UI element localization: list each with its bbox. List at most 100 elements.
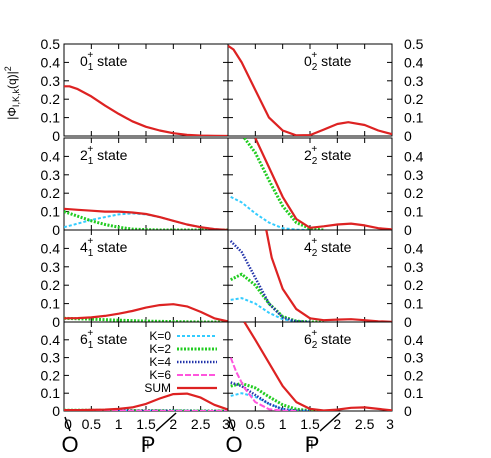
y-tick-label-right: 0.4 (404, 54, 424, 70)
series-sum (254, 138, 392, 230)
panel-0-2: 0 0.1 0.2 0.3 0.4 0.5 02+ state (227, 36, 424, 144)
x-tick-label-right: 1 (279, 416, 287, 432)
panel-0-1: 0 0.1 0.2 0.3 0.4 0.5 01+ state (41, 36, 229, 144)
panel-state-label: 62+ state (304, 328, 352, 351)
series-k2 (243, 138, 324, 230)
marker-p-left: P (141, 432, 156, 457)
legend-label: SUM (144, 381, 171, 395)
y-tick-label-left: 0 (52, 403, 60, 419)
x-tick-label-left: 2.5 (191, 416, 211, 432)
y-tick-label-left: 0 (52, 222, 60, 238)
panel-4-1: 0 0.1 0.2 0.3 0.4 41+ state (41, 229, 229, 330)
y-tick-label-right: 0.3 (404, 350, 424, 366)
series-sum (243, 322, 392, 411)
x-axis-label-right: q (307, 437, 313, 449)
y-tick-label-left: 0.1 (41, 110, 61, 126)
y-tick-label-right: 0.4 (404, 148, 424, 164)
marker-p-arrow (155, 412, 177, 432)
y-tick-label-left: 0.1 (41, 296, 61, 312)
x-axis-label-left: q (143, 437, 149, 449)
series-sum (64, 207, 228, 230)
y-tick-label-right: 0.1 (404, 204, 424, 220)
y-tick-label-left: 0.2 (41, 91, 61, 107)
svg-text:|ΦI,K,k(q)|2: |ΦI,K,k(q)|2 (3, 66, 21, 120)
series-sum (64, 85, 228, 136)
series-sum (64, 392, 228, 411)
series-k4 (229, 240, 311, 322)
y-tick-label-left: 0.1 (41, 204, 61, 220)
y-tick-label-left: 0.3 (41, 73, 61, 89)
panel-state-label: 21+ state (80, 144, 128, 167)
y-tick-label-left: 0 (52, 314, 60, 330)
series-k2 (230, 272, 324, 322)
y-tick-label-right: 0 (404, 222, 412, 238)
y-tick-label-left: 0.3 (41, 167, 61, 183)
y-tick-label-left: 0.2 (41, 277, 61, 293)
y-tick-label-right: 0 (404, 128, 412, 144)
y-tick-label-left: 0.2 (41, 367, 61, 383)
marker-o-arrow (64, 416, 71, 432)
y-axis-label-sub: I,K,k (11, 89, 21, 108)
y-tick-label-right: 0.3 (404, 259, 424, 275)
panel-state-label: 61+ state (80, 328, 128, 351)
series-k0 (230, 392, 311, 411)
x-tick-label-left: 3 (222, 416, 230, 432)
x-tick-label-left: 1 (115, 416, 123, 432)
legend-label: K=2 (149, 342, 171, 356)
y-axis-label-main: |Φ (5, 107, 19, 120)
y-axis-label-sup: 2 (3, 66, 13, 71)
y-tick-label-right: 0 (404, 403, 412, 419)
legend-label: K=0 (149, 329, 171, 343)
y-tick-label-right: 0.1 (404, 110, 424, 126)
y-tick-label-left: 0.1 (41, 385, 61, 401)
panel-2-2: 0 0.1 0.2 0.3 0.4 22+ state (227, 137, 424, 238)
panel-4-2: 0 0.1 0.2 0.3 0.4 42+ state (227, 229, 424, 330)
y-tick-label-right: 0 (404, 314, 412, 330)
y-tick-label-left: 0.4 (41, 240, 61, 256)
series-k6 (229, 357, 297, 411)
marker-o-right: O (225, 432, 242, 457)
panel-2-1: 0 0.1 0.2 0.3 0.4 21+ state (41, 137, 229, 238)
x-tick-label-left: 2 (169, 416, 177, 432)
series-sum (64, 303, 228, 322)
legend-label: K=6 (149, 368, 171, 382)
y-tick-label-right: 0.2 (404, 277, 424, 293)
series-sum (265, 230, 392, 322)
series-k0 (230, 196, 311, 230)
legend-label: K=4 (149, 355, 171, 369)
y-tick-label-right: 0.3 (404, 167, 424, 183)
panel-6-2: 0 0.1 0.20.3 0.4 62+ state (227, 321, 424, 419)
y-tick-label-left: 0 (52, 128, 60, 144)
y-tick-label-left: 0.3 (41, 259, 61, 275)
y-tick-label-left: 0.4 (41, 148, 61, 164)
panel-state-label: 01+ state (80, 50, 128, 73)
y-tick-label-left: 0.3 (41, 350, 61, 366)
y-axis-label-paren: (q)| (5, 71, 19, 89)
y-tick-label-right: 0.1 (404, 385, 424, 401)
x-tick-label-right: 2 (333, 416, 341, 432)
marker-o-arrow (228, 416, 235, 432)
x-tick-label-right: 3 (386, 416, 394, 432)
series-k2 (64, 316, 228, 322)
y-tick-label-right: 0.2 (404, 185, 424, 201)
x-tick-label-right: 0.5 (246, 416, 266, 432)
panel-state-label: 42+ state (304, 236, 352, 259)
y-tick-label-right: 0.2 (404, 367, 424, 383)
panel-6-1: 0 0.1 0.20.3 0.4 61+ state (41, 321, 229, 419)
x-tick-label-left: 0.5 (82, 416, 102, 432)
y-tick-label-right: 0.4 (404, 332, 424, 348)
y-tick-label-left: 0.2 (41, 185, 61, 201)
y-tick-label-right: 0.5 (404, 36, 424, 52)
x-tick-label-left: 1.5 (136, 416, 156, 432)
y-tick-label-right: 0.3 (404, 73, 424, 89)
panel-state-label: 02+ state (304, 50, 352, 73)
series-k2 (230, 381, 324, 411)
y-axis-label: |ΦI,K,k(q)|2 (3, 66, 21, 120)
marker-p-right: P (305, 432, 320, 457)
y-tick-label-left: 0.4 (41, 332, 61, 348)
y-tick-label-right: 0.1 (404, 296, 424, 312)
x-tick-label-right: 1.5 (300, 416, 320, 432)
y-tick-label-right: 0.2 (404, 91, 424, 107)
